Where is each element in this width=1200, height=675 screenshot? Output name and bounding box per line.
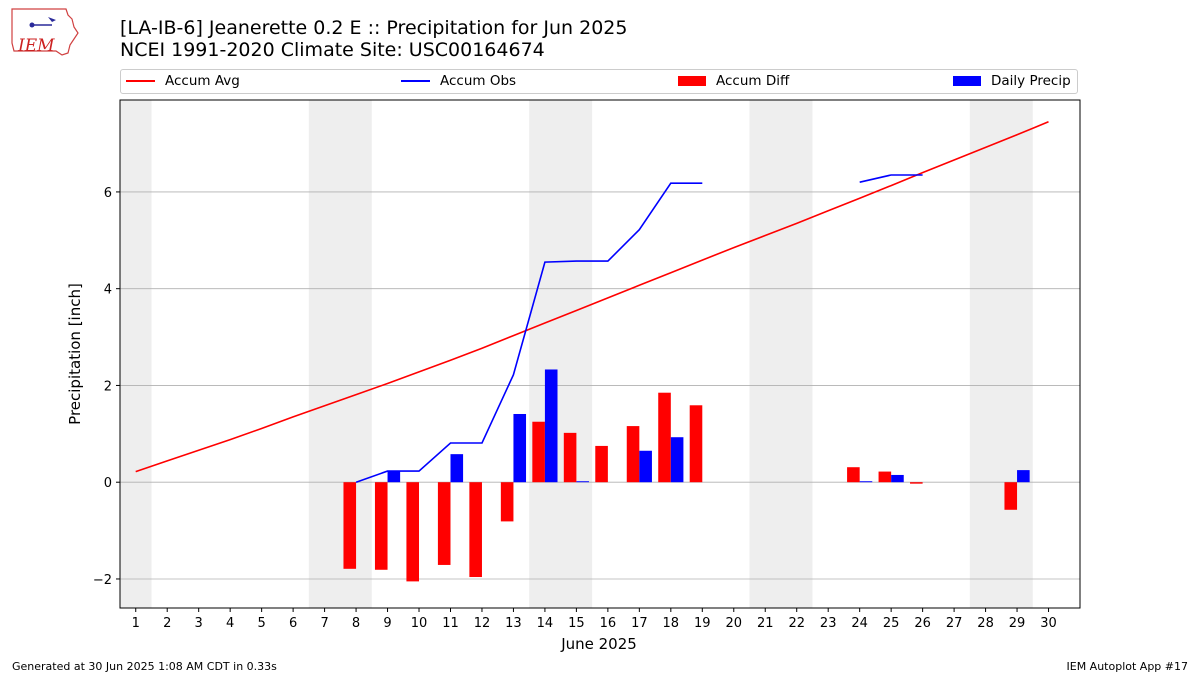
x-tick-label: 19 bbox=[694, 616, 711, 631]
legend-item-accum-obs: Accum Obs bbox=[401, 73, 516, 89]
legend-label-accum-avg: Accum Avg bbox=[165, 73, 240, 89]
x-tick-label: 18 bbox=[663, 616, 680, 631]
y-axis-label: Precipitation [inch] bbox=[66, 283, 84, 425]
x-tick-label: 29 bbox=[1009, 616, 1026, 631]
daily-precip-bar bbox=[670, 437, 684, 483]
x-tick-label: 10 bbox=[411, 616, 428, 631]
weekend-shade-band bbox=[120, 100, 152, 608]
legend-swatch-daily-precip bbox=[953, 76, 981, 86]
accum-obs-line bbox=[355, 174, 923, 483]
y-gridlines bbox=[120, 191, 1080, 580]
y-tick-label: 2 bbox=[104, 379, 112, 394]
x-tick-label: 26 bbox=[914, 616, 931, 631]
footer-app-label: IEM Autoplot App #17 bbox=[1066, 660, 1189, 673]
legend-swatch-accum-avg bbox=[126, 80, 155, 82]
x-tick-label: 3 bbox=[195, 616, 203, 631]
x-tick-label: 1 bbox=[132, 616, 140, 631]
bar-marks bbox=[343, 369, 1030, 582]
chart-legend: Accum Avg Accum Obs Accum Diff Daily Pre… bbox=[120, 69, 1078, 94]
accum-diff-bar bbox=[437, 482, 451, 565]
legend-item-daily-precip: Daily Precip bbox=[953, 73, 1071, 89]
x-tick-label: 16 bbox=[600, 616, 617, 631]
accum-diff-bar bbox=[374, 482, 388, 570]
x-tick-label: 12 bbox=[474, 616, 491, 631]
y-tick-label: 0 bbox=[104, 476, 112, 491]
accum-diff-bar bbox=[847, 467, 860, 483]
daily-precip-bar bbox=[387, 471, 401, 483]
accum-diff-bar bbox=[689, 405, 703, 483]
x-tick-label: 9 bbox=[383, 616, 391, 631]
axes: 1 2 3 4 5 6 7 8 9 10 11 12 13 14 15 16 17 18 19 20 21 22 23 24 2… bbox=[93, 99, 1081, 631]
chart-title: [LA-IB-6] Jeanerette 0.2 E :: Precipitat… bbox=[120, 17, 628, 39]
chart-subtitle: NCEI 1991-2020 Climate Site: USC00164674 bbox=[120, 39, 545, 61]
accum-diff-bar bbox=[469, 482, 482, 578]
x-axis-label: June 2025 bbox=[560, 635, 637, 653]
x-tick-label: 5 bbox=[257, 616, 265, 631]
svg-text:IEM: IEM bbox=[17, 36, 55, 56]
x-tick-label: 21 bbox=[757, 616, 774, 631]
legend-label-accum-diff: Accum Diff bbox=[716, 73, 790, 89]
x-tick-label: 27 bbox=[946, 616, 963, 631]
footer-generated-text: Generated at 30 Jun 2025 1:08 AM CDT in … bbox=[12, 660, 277, 673]
accum-diff-bar bbox=[1004, 482, 1018, 510]
weekend-shade-band bbox=[749, 100, 813, 608]
x-tick-label: 13 bbox=[505, 616, 522, 631]
daily-precip-bar bbox=[1017, 470, 1030, 483]
weekend-shade-band bbox=[969, 100, 1033, 608]
legend-item-accum-diff: Accum Diff bbox=[678, 73, 789, 89]
x-tick-label: 14 bbox=[537, 616, 554, 631]
x-tick-label: 15 bbox=[568, 616, 585, 631]
accum-diff-bar bbox=[910, 482, 923, 484]
y-tick-label: 6 bbox=[104, 186, 112, 201]
daily-precip-bar bbox=[450, 454, 464, 483]
x-tick-label: 22 bbox=[788, 616, 805, 631]
accum-diff-bar bbox=[595, 445, 608, 483]
x-tick-label: 24 bbox=[851, 616, 868, 631]
weekend-shading bbox=[120, 100, 1033, 608]
daily-precip-bar bbox=[891, 474, 904, 483]
y-tick-label: 4 bbox=[104, 283, 112, 298]
accum-diff-bar bbox=[658, 392, 671, 483]
accum-avg-line bbox=[135, 121, 1049, 473]
x-tick-label: 28 bbox=[977, 616, 994, 631]
iowa-outline-icon bbox=[11, 8, 79, 56]
y-tick-label: −2 bbox=[93, 573, 112, 588]
daily-precip-bar bbox=[544, 369, 558, 483]
accum-diff-bar bbox=[500, 482, 514, 522]
x-tick-label: 25 bbox=[883, 616, 900, 631]
x-tick-label: 4 bbox=[226, 616, 234, 631]
iem-logo: IEM bbox=[11, 8, 79, 56]
x-tick-label: 8 bbox=[352, 616, 360, 631]
accum-diff-bar bbox=[343, 482, 357, 569]
daily-precip-bar bbox=[513, 413, 527, 483]
x-tick-label: 20 bbox=[725, 616, 742, 631]
x-tick-label: 30 bbox=[1040, 616, 1057, 631]
daily-precip-bar bbox=[576, 481, 589, 483]
plot-frame bbox=[119, 99, 1081, 609]
legend-swatch-accum-diff bbox=[678, 76, 706, 86]
x-tick-label: 6 bbox=[289, 616, 297, 631]
legend-label-daily-precip: Daily Precip bbox=[991, 73, 1071, 89]
line-marks bbox=[135, 121, 1049, 483]
weekend-shade-band bbox=[529, 100, 593, 608]
accum-diff-bar bbox=[563, 432, 577, 483]
x-tick-label: 23 bbox=[820, 616, 837, 631]
x-tick-label: 11 bbox=[442, 616, 459, 631]
legend-label-accum-obs: Accum Obs bbox=[440, 73, 517, 89]
x-tick-label: 7 bbox=[320, 616, 328, 631]
x-tick-label: 17 bbox=[631, 616, 648, 631]
legend-swatch-accum-obs bbox=[401, 80, 430, 82]
accum-diff-bar bbox=[532, 421, 545, 483]
accum-diff-bar bbox=[878, 471, 892, 483]
legend-item-accum-avg: Accum Avg bbox=[126, 73, 240, 89]
daily-precip-bar bbox=[639, 450, 652, 483]
x-tick-label: 2 bbox=[163, 616, 171, 631]
accum-diff-bar bbox=[406, 482, 420, 582]
accum-diff-bar bbox=[626, 426, 640, 483]
weekend-shade-band bbox=[308, 100, 372, 608]
daily-precip-bar bbox=[859, 481, 873, 483]
